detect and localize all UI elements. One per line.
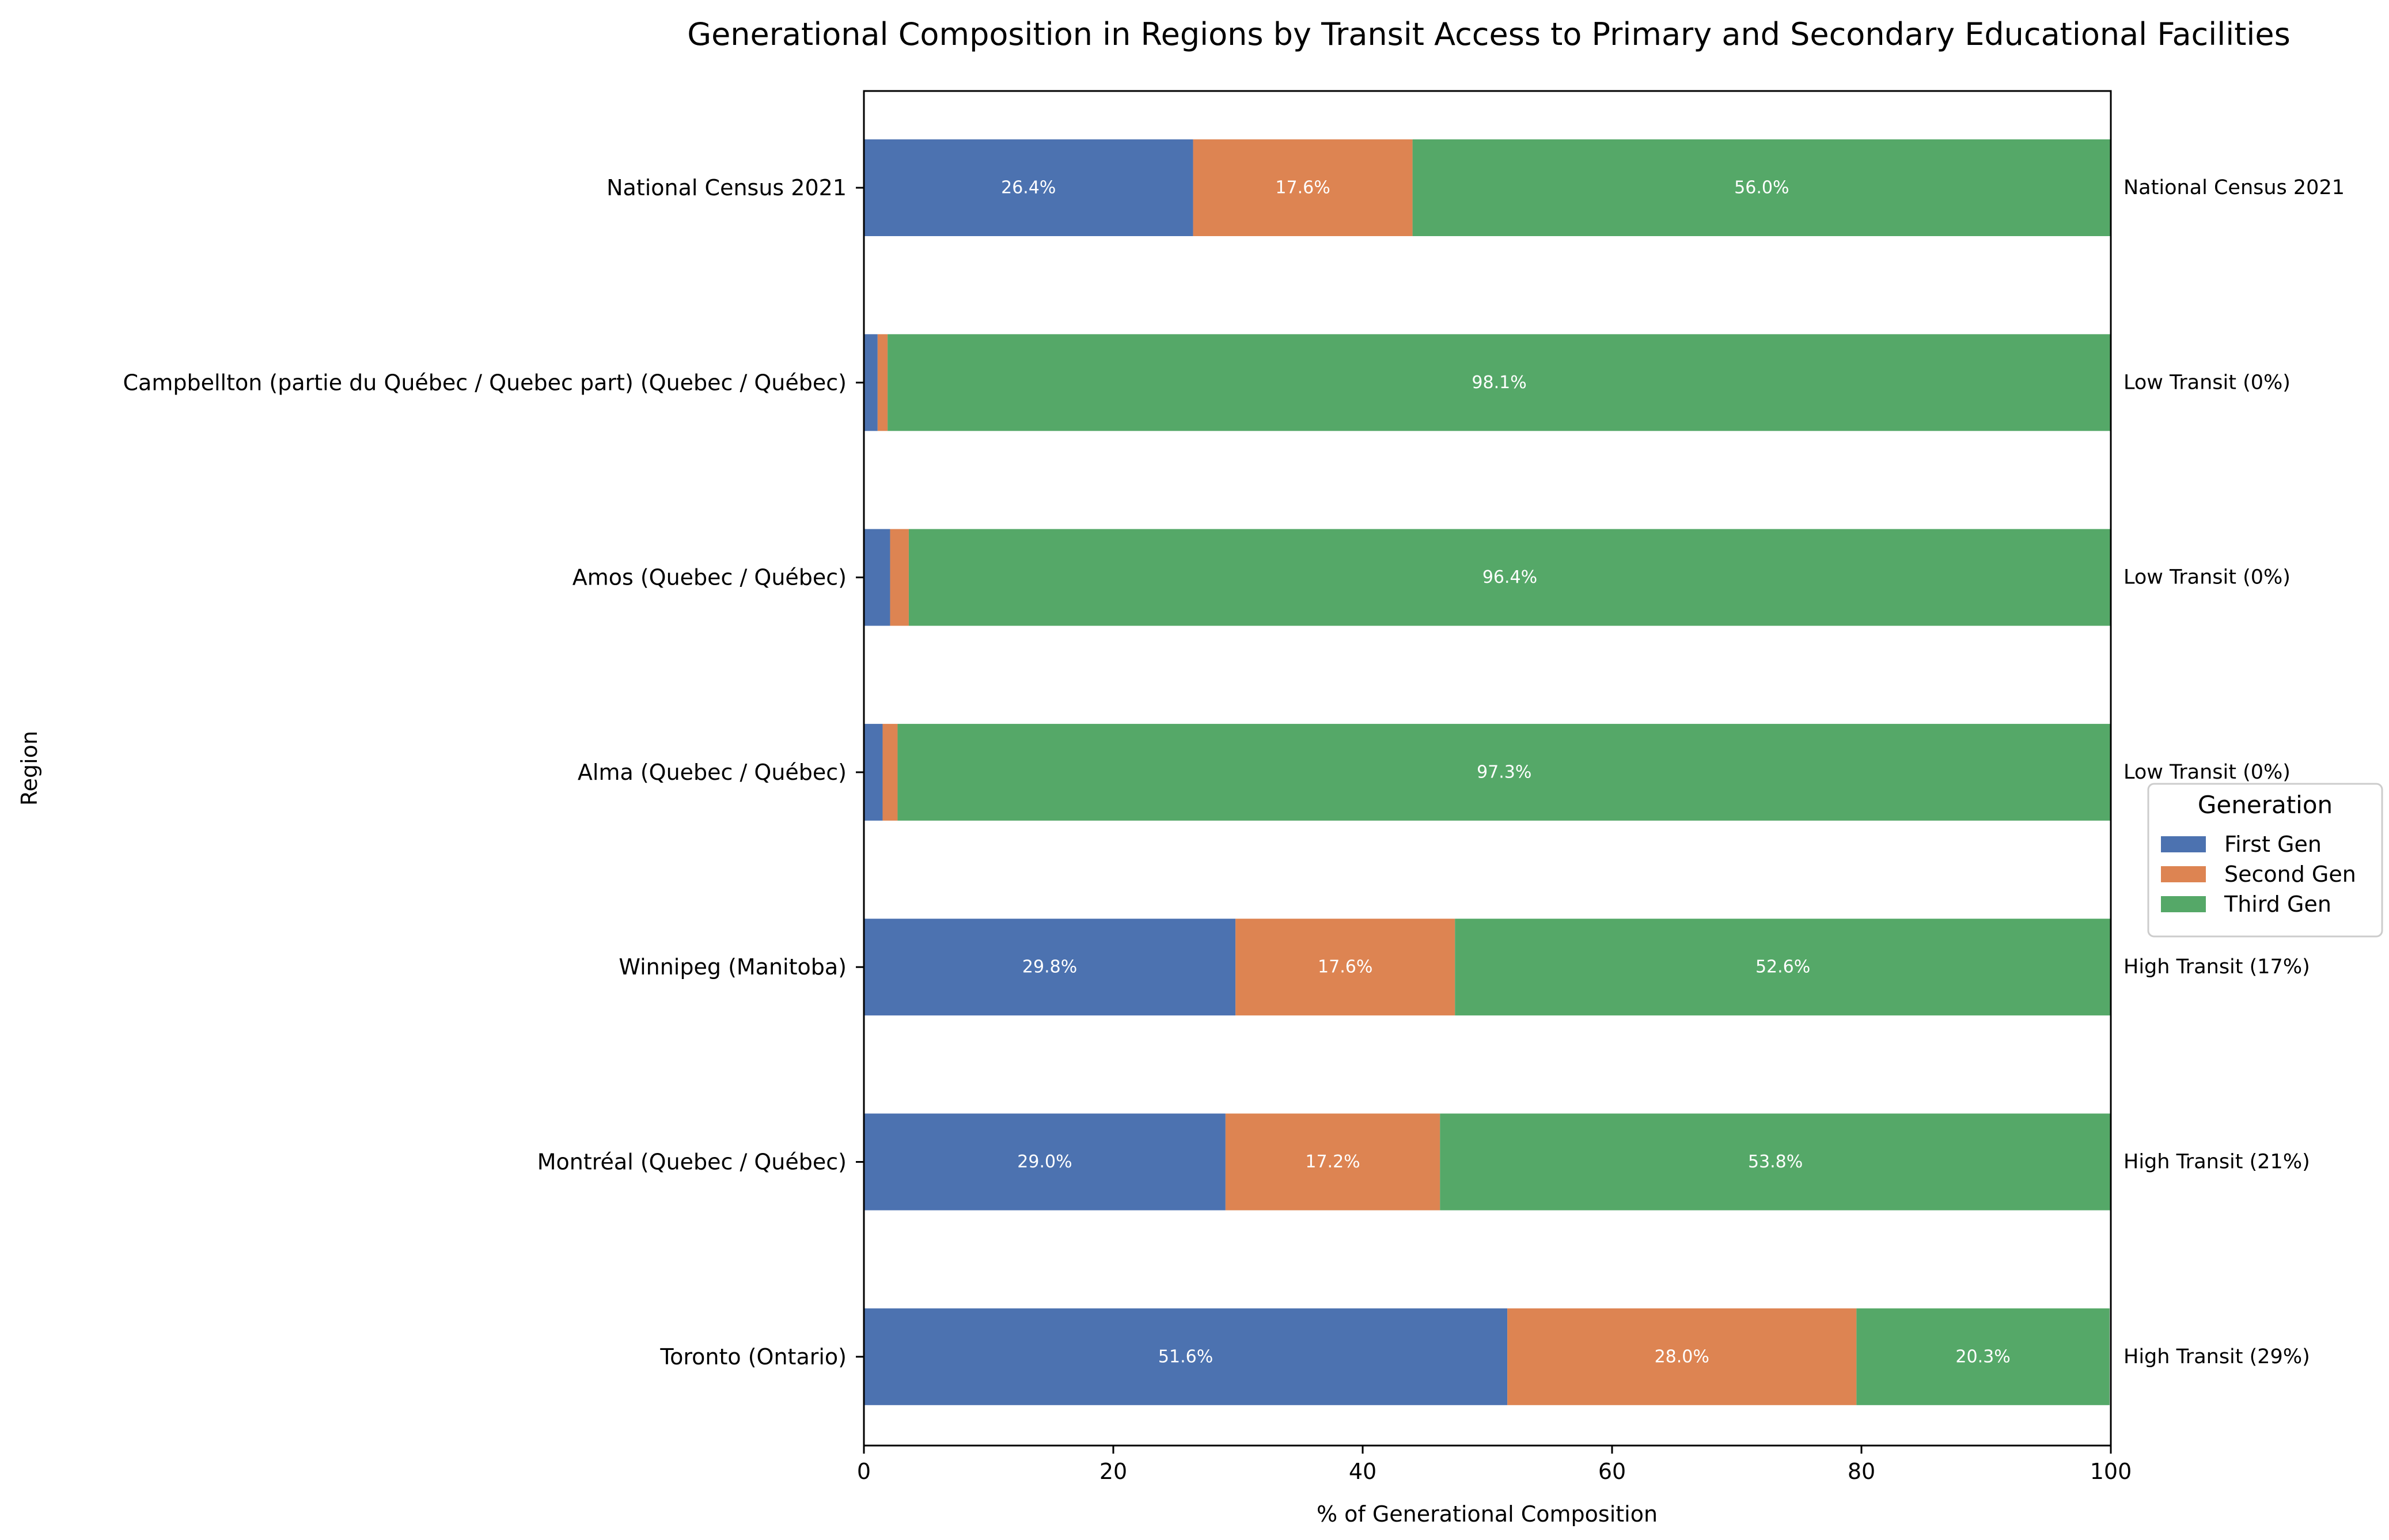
transit-label: Low Transit (0%) [2123, 566, 2291, 589]
legend-item-label: First Gen [2224, 832, 2322, 857]
data-label: 29.8% [1022, 957, 1077, 977]
data-label: 51.6% [1158, 1346, 1213, 1367]
bar-first-gen-5 [864, 1113, 1226, 1211]
bar-third-gen-5 [1440, 1113, 2111, 1211]
y-tick-label: National Census 2021 [606, 175, 847, 200]
transit-label: High Transit (17%) [2123, 955, 2310, 978]
data-label: 98.1% [1472, 373, 1526, 393]
chart-title: Generational Composition in Regions by T… [687, 16, 2291, 52]
bar-first-gen-0 [864, 139, 1193, 236]
x-tick-label: 20 [1099, 1459, 1127, 1484]
y-tick-labels-group: National Census 2021 Campbellton (partie … [123, 175, 864, 1370]
data-labels-group: 26.4% 17.6% 56.0% 98.1% 96.4% 97.3% 29.8% 17.6%… [1001, 178, 2011, 1367]
y-tick-label: Toronto (Ontario) [659, 1344, 847, 1370]
bar-second-gen-1 [877, 334, 888, 431]
legend-item-label: Third Gen [2224, 892, 2331, 917]
bar-second-gen-0 [1193, 139, 1413, 236]
y-axis-label: Region [17, 731, 42, 806]
data-label: 17.6% [1275, 178, 1330, 198]
transit-label: High Transit (29%) [2123, 1345, 2310, 1368]
transit-labels-group: National Census 2021 Low Transit (0%) Low … [2123, 176, 2345, 1368]
plot-frame [863, 90, 2112, 1447]
legend-item-label: Second Gen [2224, 862, 2356, 887]
legend-items-group: First Gen Second Gen Third Gen [2161, 832, 2356, 917]
data-label: 53.8% [1748, 1152, 1803, 1172]
data-label: 96.4% [1482, 567, 1537, 587]
legend-swatch [2161, 836, 2206, 852]
data-label: 52.6% [1755, 957, 1810, 977]
bar-second-gen-4 [1235, 919, 1455, 1016]
bar-third-gen-4 [1455, 919, 2111, 1016]
data-label: 26.4% [1001, 178, 1056, 198]
y-tick-label: Amos (Quebec / Québec) [572, 565, 847, 590]
bar-first-gen-2 [864, 529, 890, 626]
bar-third-gen-0 [1412, 139, 2111, 236]
data-label: 17.6% [1318, 957, 1372, 977]
x-tick-label: 80 [1848, 1459, 1875, 1484]
legend-swatch [2161, 866, 2206, 882]
transit-label: Low Transit (0%) [2123, 761, 2291, 784]
data-label: 29.0% [1017, 1152, 1072, 1172]
bar-first-gen-3 [864, 723, 883, 821]
bar-second-gen-6 [1507, 1308, 1857, 1405]
bar-second-gen-5 [1225, 1113, 1440, 1211]
bar-third-gen-3 [897, 723, 2111, 821]
data-label: 97.3% [1477, 762, 1531, 782]
x-ticks-group: 0 20 40 60 80 100 [857, 1446, 2132, 1484]
bar-third-gen-2 [908, 529, 2111, 626]
legend-frame [2147, 783, 2383, 938]
bar-second-gen-3 [882, 723, 898, 821]
x-axis-label: % of Generational Composition [1317, 1501, 1658, 1527]
y-tick-label: Campbellton (partie du Québec / Quebec p… [123, 370, 847, 395]
bar-first-gen-1 [864, 334, 878, 431]
bar-first-gen-6 [864, 1308, 1508, 1405]
bar-first-gen-4 [864, 919, 1236, 1016]
transit-label: National Census 2021 [2123, 176, 2345, 199]
data-label: 17.2% [1305, 1152, 1360, 1172]
bars-group [864, 139, 2111, 1405]
transit-label: Low Transit (0%) [2123, 371, 2291, 394]
bar-third-gen-1 [888, 334, 2111, 431]
legend-title: Generation [2198, 791, 2333, 819]
legend: Generation First Gen Second Gen Third Gen [2147, 783, 2383, 938]
y-tick-label: Alma (Quebec / Québec) [578, 760, 847, 785]
bar-third-gen-6 [1856, 1308, 2110, 1405]
y-tick-label: Montréal (Quebec / Québec) [537, 1150, 847, 1175]
bar-second-gen-2 [890, 529, 909, 626]
data-label: 28.0% [1655, 1346, 1709, 1367]
data-label: 20.3% [1955, 1346, 2010, 1367]
x-tick-label: 0 [857, 1459, 871, 1484]
legend-swatch [2161, 896, 2206, 912]
y-tick-label: Winnipeg (Manitoba) [619, 954, 847, 980]
transit-label: High Transit (21%) [2123, 1151, 2310, 1174]
data-label: 56.0% [1734, 178, 1789, 198]
x-tick-label: 40 [1349, 1459, 1376, 1484]
x-tick-label: 100 [2090, 1459, 2132, 1484]
x-tick-label: 60 [1598, 1459, 1626, 1484]
